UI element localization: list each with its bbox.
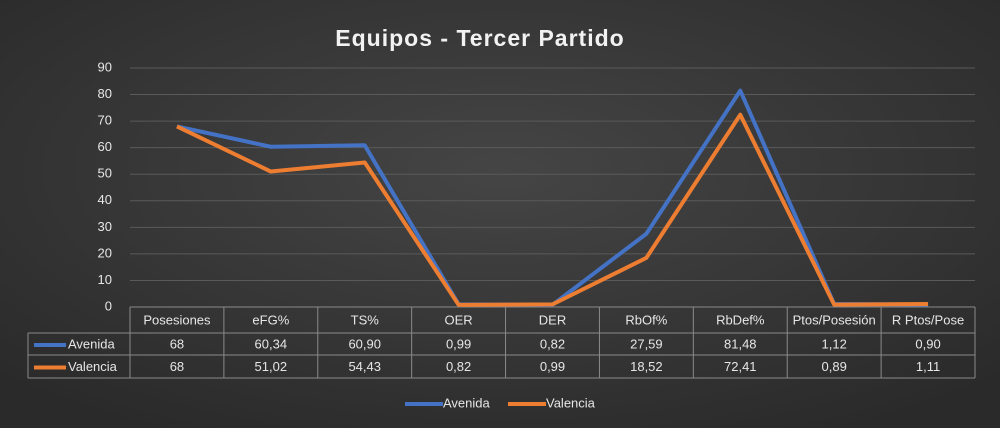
y-tick-label: 60 [98, 139, 112, 154]
chart-title: Equipos - Tercer Partido [335, 25, 624, 51]
x-tick-label: R Ptos/Pose [892, 312, 964, 327]
series-line [176, 112, 929, 307]
y-tick-label: 40 [98, 192, 112, 207]
y-tick-label: 80 [98, 86, 112, 101]
table-cell: 51,02 [255, 359, 288, 374]
table-cell: 0,90 [915, 336, 940, 351]
y-tick-label: 70 [98, 113, 112, 128]
table-cell: 0,89 [822, 359, 847, 374]
x-tick-label: RbOf% [625, 312, 667, 327]
table-cell: 81,48 [724, 336, 757, 351]
x-tick-label: Ptos/Posesión [793, 312, 876, 327]
y-tick-label: 0 [105, 298, 112, 313]
y-tick-label: 50 [98, 166, 112, 181]
table-cell: 72,41 [724, 359, 757, 374]
table-cell: 54,43 [348, 359, 381, 374]
y-tick-label: 10 [98, 272, 112, 287]
x-tick-label: RbDef% [716, 312, 765, 327]
table-series-name: Valencia [68, 359, 118, 374]
table-cell: 18,52 [630, 359, 663, 374]
x-tick-label: OER [445, 312, 473, 327]
table-series-name: Avenida [68, 336, 116, 351]
table-cell: 27,59 [630, 336, 663, 351]
legend-label: Avenida [443, 395, 491, 410]
table-cell: 68 [170, 359, 184, 374]
table-cell: 60,34 [255, 336, 288, 351]
x-tick-label: Posesiones [143, 312, 211, 327]
y-tick-label: 90 [98, 59, 112, 74]
legend-label: Valencia [546, 395, 596, 410]
table-cell: 0,82 [446, 359, 471, 374]
x-tick-label: DER [539, 312, 566, 327]
y-tick-label: 30 [98, 219, 112, 234]
table-cell: 1,12 [822, 336, 847, 351]
table-cell: 60,90 [348, 336, 381, 351]
table-cell: 68 [170, 336, 184, 351]
table-cell: 1,11 [916, 359, 940, 374]
x-tick-label: eFG% [252, 312, 289, 327]
table-cell: 0,99 [540, 359, 565, 374]
table-cell: 0,82 [540, 336, 565, 351]
y-tick-label: 20 [98, 245, 112, 260]
x-tick-label: TS% [351, 312, 380, 327]
table-cell: 0,99 [446, 336, 471, 351]
